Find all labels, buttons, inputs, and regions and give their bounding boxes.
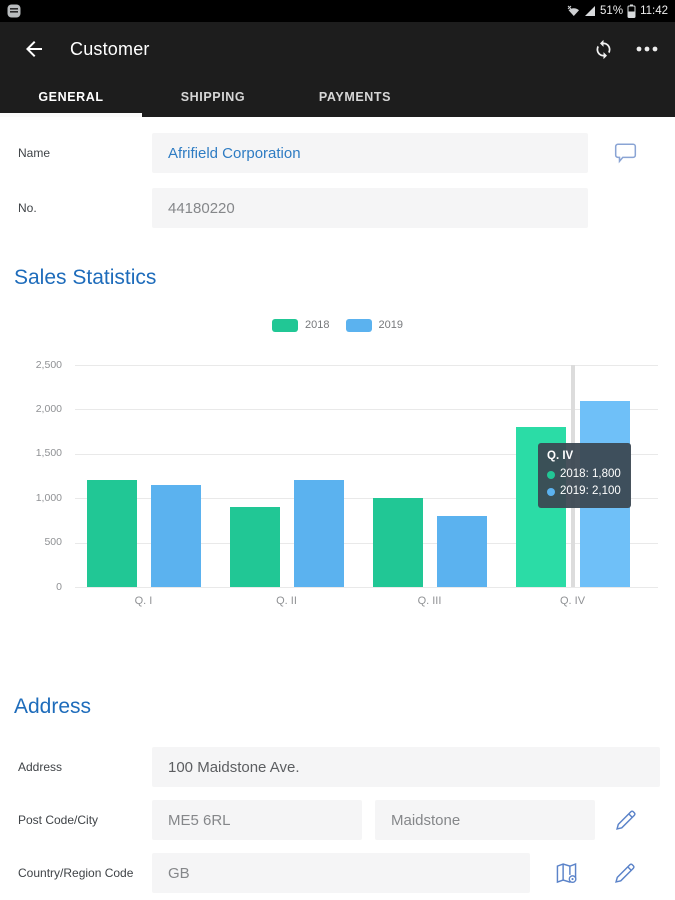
legend-swatch — [345, 318, 372, 332]
legend-swatch — [272, 318, 299, 332]
status-bar: 51% 11:42 — [0, 0, 675, 22]
gridline — [75, 498, 658, 500]
sales-chart: 0 500 1,000 1,500 2,000 2,500 Q. I Q. II Q. III Q… — [0, 357, 675, 613]
bar-2018-qi[interactable] — [86, 480, 137, 587]
tab-payments[interactable]: PAYMENTS — [318, 89, 392, 104]
x-axis-tick-label: Q. III — [417, 595, 442, 607]
tooltip-series-dot — [547, 487, 555, 496]
tooltip-row: 2019: 2,100 — [547, 483, 621, 500]
edit-pencil-icon[interactable] — [612, 807, 639, 834]
name-field-row: Name Afrifield Corporation — [0, 133, 675, 173]
y-axis-tick-label: 1,000 — [35, 491, 62, 504]
cellular-signal-icon — [585, 6, 596, 16]
tooltip-value: 2019: 2,100 — [560, 485, 621, 497]
tab-general[interactable]: GENERAL — [38, 89, 104, 104]
bar-2018-qii[interactable] — [229, 507, 280, 587]
content: Name Afrifield Corporation No. 44180220 … — [0, 133, 675, 893]
name-input[interactable]: Afrifield Corporation — [152, 133, 588, 173]
battery-percent: 51% — [600, 5, 624, 17]
chart-tooltip: Q. IV 2018: 1,800 2019: 2,100 — [538, 443, 631, 508]
y-axis-tick-label: 0 — [56, 580, 62, 593]
wifi-off-icon — [567, 5, 580, 16]
active-tab-indicator — [0, 113, 142, 117]
overflow-menu-icon[interactable] — [635, 37, 659, 61]
tooltip-series-dot — [547, 470, 555, 479]
country-label: Country/Region Code — [18, 866, 134, 880]
sync-icon[interactable] — [591, 37, 615, 61]
country-field-row: Country/Region Code GB — [0, 853, 675, 893]
battery-icon — [627, 4, 636, 18]
sales-statistics-title: Sales Statistics — [14, 266, 157, 289]
postcode-input[interactable]: ME5 6RL — [152, 800, 362, 840]
y-axis-tick-label: 1,500 — [35, 447, 62, 460]
country-value: GB — [168, 864, 190, 882]
no-label: No. — [18, 201, 37, 215]
city-input[interactable]: Maidstone — [375, 800, 595, 840]
notification-icon — [7, 4, 21, 18]
back-arrow-icon[interactable] — [22, 37, 46, 61]
address-field-row: Address 100 Maidstone Ave. — [0, 747, 675, 787]
x-axis-tick-label: Q. I — [134, 595, 153, 607]
y-axis-tick-label: 2,000 — [35, 402, 62, 415]
name-value: Afrifield Corporation — [168, 144, 301, 162]
gridline — [75, 453, 658, 455]
comment-icon[interactable] — [612, 141, 639, 165]
bar-2019-qii[interactable] — [293, 480, 344, 587]
no-field-row: No. 44180220 — [0, 188, 675, 228]
tooltip-row: 2018: 1,800 — [547, 466, 621, 483]
address-value: 100 Maidstone Ave. — [168, 758, 300, 776]
legend-item-2019[interactable]: 2019 — [345, 318, 403, 332]
tooltip-title: Q. IV — [547, 450, 574, 462]
legend-item-2018[interactable]: 2018 — [272, 318, 330, 332]
address-input[interactable]: 100 Maidstone Ave. — [152, 747, 660, 787]
x-axis-tick-label: Q. IV — [559, 595, 586, 607]
chart-plot: 0 500 1,000 1,500 2,000 2,500 Q. I Q. II Q. III Q… — [0, 359, 675, 607]
country-input[interactable]: GB — [152, 853, 530, 893]
map-icon[interactable] — [552, 859, 581, 888]
gridline — [75, 409, 658, 411]
app-bar: Customer — [0, 22, 675, 76]
chart-legend: 2018 2019 — [0, 318, 675, 332]
tab-bar: GENERAL SHIPPING PAYMENTS — [0, 76, 675, 117]
bar-2019-qi[interactable] — [150, 484, 201, 587]
name-label: Name — [18, 146, 51, 160]
bar-2019-qiii[interactable] — [436, 515, 487, 587]
postcode-city-label: Post Code/City — [18, 813, 99, 827]
edit-pencil-icon[interactable] — [611, 860, 638, 887]
legend-label: 2019 — [378, 319, 403, 331]
city-value: Maidstone — [391, 811, 461, 829]
legend-label: 2018 — [305, 319, 330, 331]
no-value: 44180220 — [168, 199, 235, 217]
tab-shipping[interactable]: SHIPPING — [180, 89, 246, 104]
page-title: Customer — [70, 38, 150, 59]
y-axis-tick-label: 2,500 — [35, 358, 62, 371]
y-axis-tick-label: 500 — [44, 536, 62, 549]
address-title: Address — [14, 695, 92, 718]
postcode-value: ME5 6RL — [168, 811, 231, 829]
gridline — [75, 542, 658, 544]
x-axis-tick-label: Q. II — [276, 595, 297, 607]
postcode-city-field-row: Post Code/City ME5 6RL Maidstone — [0, 800, 675, 840]
no-input[interactable]: 44180220 — [152, 188, 588, 228]
bar-2018-qiii[interactable] — [372, 498, 423, 587]
gridline — [75, 365, 658, 366]
tooltip-value: 2018: 1,800 — [560, 468, 621, 480]
address-label: Address — [18, 760, 63, 774]
gridline — [75, 587, 658, 588]
clock-time: 11:42 — [640, 5, 668, 17]
